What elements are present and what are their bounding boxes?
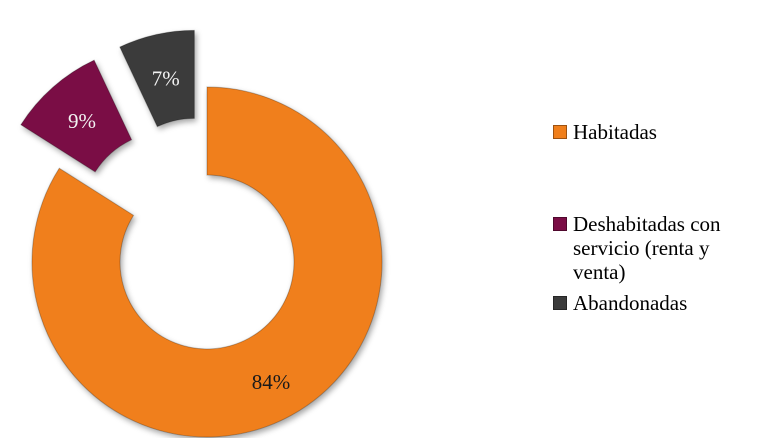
slice-label-deshabitadas: 9% — [68, 109, 96, 133]
chart-legend: Habitadas Deshabitadas con servicio (ren… — [553, 116, 758, 315]
slice-abandonadas — [119, 29, 195, 128]
slice-label-abandonadas: 7% — [152, 67, 180, 91]
legend-item-habitadas: Habitadas — [553, 120, 758, 144]
legend-item-deshabitadas: Deshabitadas con servicio (renta y venta… — [553, 212, 758, 284]
slice-deshabitadas — [20, 59, 133, 173]
legend-label-habitadas: Habitadas — [573, 120, 657, 144]
slice-habitadas — [31, 86, 383, 438]
slice-label-habitadas: 84% — [252, 370, 291, 394]
legend-swatch-abandonadas — [553, 296, 567, 310]
legend-swatch-deshabitadas — [553, 217, 567, 231]
legend-label-abandonadas: Abandonadas — [573, 291, 688, 315]
legend-swatch-habitadas — [553, 125, 567, 139]
legend-item-abandonadas: Abandonadas — [553, 291, 758, 315]
legend-label-deshabitadas: Deshabitadas con servicio (renta y venta… — [573, 212, 721, 284]
